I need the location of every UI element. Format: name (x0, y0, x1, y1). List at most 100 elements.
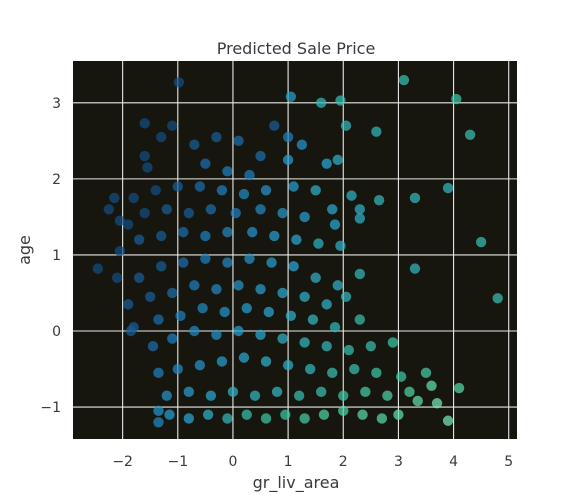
data-point (304, 363, 316, 375)
data-point (266, 257, 277, 268)
data-point (255, 329, 266, 341)
x-axis-ticks: −2 −1 0 1 2 3 4 5 (112, 454, 513, 470)
data-point (222, 166, 233, 177)
data-point (299, 211, 310, 223)
data-point (150, 185, 161, 196)
y-tick-label: 0 (52, 324, 61, 340)
data-point (365, 341, 377, 352)
data-point (139, 118, 150, 129)
data-point (111, 272, 123, 283)
data-point (114, 245, 126, 257)
data-point (244, 169, 255, 181)
data-point (233, 325, 244, 337)
y-axis-ticks: −1 0 1 2 3 (40, 96, 61, 416)
data-point (371, 367, 382, 379)
x-tick-label: −1 (167, 454, 188, 470)
data-point (464, 129, 476, 140)
data-point (412, 395, 423, 407)
data-point (409, 263, 421, 274)
data-point (354, 213, 366, 224)
data-point (145, 291, 156, 302)
data-point (167, 287, 178, 299)
data-point (103, 204, 115, 215)
data-point (200, 230, 211, 242)
x-tick-label: 2 (339, 454, 348, 470)
data-point (222, 226, 233, 238)
data-point (211, 283, 222, 295)
y-tick-label: −1 (40, 400, 61, 416)
data-point (255, 283, 266, 295)
data-point (475, 236, 487, 248)
data-point (247, 226, 258, 238)
data-point (183, 386, 195, 398)
data-point (318, 409, 330, 420)
data-point (393, 409, 404, 420)
data-point (371, 126, 382, 137)
data-point (269, 120, 280, 131)
data-point (338, 390, 349, 401)
data-point (183, 413, 195, 424)
x-tick-label: 4 (449, 454, 458, 470)
data-point (241, 302, 252, 314)
data-point (142, 162, 153, 173)
data-point (156, 230, 167, 242)
data-point (387, 337, 399, 348)
data-point (161, 390, 172, 401)
data-point (296, 139, 308, 150)
data-point (92, 263, 104, 274)
data-point (238, 352, 250, 363)
data-point (431, 398, 443, 409)
data-point (114, 215, 126, 226)
y-tick-label: 1 (52, 248, 61, 264)
data-point (332, 154, 343, 166)
data-point (288, 261, 299, 272)
data-point (194, 360, 206, 371)
data-point (332, 280, 343, 291)
data-point (280, 409, 291, 420)
data-point (315, 97, 327, 109)
data-points (92, 74, 503, 428)
data-point (153, 314, 164, 325)
data-point (398, 74, 410, 86)
data-point (200, 158, 211, 169)
data-point (233, 280, 244, 291)
data-point (293, 390, 305, 401)
data-point (282, 360, 294, 371)
x-tick-label: 1 (284, 454, 293, 470)
data-point (189, 325, 200, 337)
data-point (255, 204, 266, 215)
data-point (227, 386, 239, 398)
data-point (172, 181, 183, 192)
data-point (329, 219, 341, 230)
data-point (349, 363, 360, 375)
data-point (327, 204, 338, 215)
data-point (315, 386, 327, 398)
data-point (442, 182, 454, 194)
x-tick-label: 5 (504, 454, 513, 470)
data-point (219, 306, 230, 318)
plot-area (73, 61, 517, 439)
data-point (167, 333, 178, 344)
data-point (492, 293, 503, 304)
data-point (313, 238, 324, 249)
data-point (426, 380, 437, 391)
data-point (122, 219, 134, 230)
data-point (263, 306, 275, 318)
data-point (277, 207, 288, 219)
data-point (329, 321, 341, 333)
data-point (346, 190, 357, 201)
data-point (260, 413, 272, 424)
data-point (354, 268, 366, 280)
data-point (109, 192, 120, 204)
data-point (156, 261, 167, 272)
data-point (173, 77, 185, 88)
data-point (451, 93, 462, 105)
data-point (338, 405, 349, 417)
data-point (288, 181, 299, 192)
data-point (277, 333, 288, 344)
data-point (404, 386, 415, 398)
y-axis-label: age (15, 235, 34, 265)
data-point (307, 314, 319, 325)
data-point (354, 314, 366, 325)
